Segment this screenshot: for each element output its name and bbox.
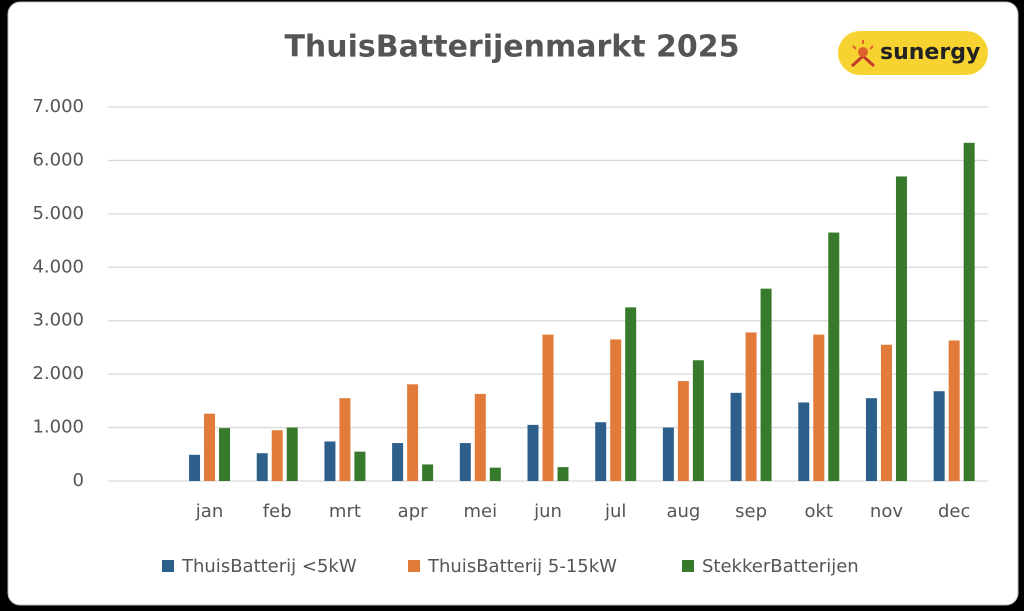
bar — [813, 334, 825, 481]
y-tick-label: 2.000 — [32, 363, 84, 384]
bar — [948, 340, 960, 481]
y-tick-label: 5.000 — [32, 203, 84, 224]
y-tick-label: 0 — [73, 470, 84, 491]
y-tick-label: 1.000 — [32, 417, 84, 438]
logo-icon — [850, 40, 876, 68]
bar — [271, 430, 283, 481]
x-tick-label: mei — [464, 501, 498, 522]
bar — [557, 467, 569, 481]
bar — [933, 391, 945, 481]
x-tick-label: jan — [195, 501, 223, 522]
x-tick-label: mrt — [329, 501, 361, 522]
bar — [880, 344, 892, 481]
bar — [489, 467, 501, 481]
x-tick-label: okt — [805, 501, 834, 522]
bar — [286, 427, 298, 481]
bar — [324, 441, 336, 481]
bar — [730, 392, 742, 481]
bar — [692, 360, 704, 481]
y-tick-label: 3.000 — [32, 310, 84, 331]
legend-label: ThuisBatterij 5-15kW — [427, 556, 617, 577]
bar — [392, 443, 404, 481]
bar — [256, 453, 268, 481]
bar — [677, 381, 689, 481]
bar — [474, 393, 486, 481]
chart-title: ThuisBatterijenmarkt 2025 — [284, 30, 739, 65]
logo-badge — [838, 31, 988, 75]
legend-label: ThuisBatterij <5kW — [181, 556, 357, 577]
bar — [662, 427, 674, 481]
bar — [542, 334, 554, 481]
y-tick-label: 6.000 — [32, 149, 84, 170]
x-tick-label: nov — [870, 501, 903, 522]
bar — [204, 413, 216, 481]
bar — [354, 451, 366, 481]
bar — [610, 339, 622, 481]
x-tick-label: jul — [604, 501, 626, 522]
x-tick-label: feb — [263, 501, 292, 522]
bar — [865, 398, 877, 481]
x-tick-label: apr — [398, 501, 428, 522]
bar — [963, 142, 975, 481]
x-tick-label: aug — [666, 501, 700, 522]
bar — [745, 332, 757, 481]
x-tick-label: jun — [533, 501, 562, 522]
legend-swatch — [162, 560, 174, 572]
y-tick-label: 4.000 — [32, 256, 84, 277]
legend-swatch — [408, 560, 420, 572]
bar — [828, 232, 840, 481]
legend-label: StekkerBatterijen — [702, 556, 859, 577]
bar — [422, 464, 434, 481]
bar — [895, 176, 907, 481]
bar — [798, 402, 810, 481]
bar — [625, 307, 637, 481]
bar — [189, 454, 201, 481]
chart-panel — [7, 1, 1019, 606]
bar — [595, 422, 607, 481]
legend-swatch — [682, 560, 694, 572]
bar — [219, 428, 231, 481]
bar — [527, 424, 539, 481]
x-tick-label: sep — [735, 501, 767, 522]
bar — [459, 443, 471, 481]
bar — [760, 288, 772, 481]
x-tick-label: dec — [938, 501, 970, 522]
bar — [339, 398, 351, 481]
logo-text: sunergy — [880, 40, 980, 65]
bar — [407, 384, 419, 481]
y-tick-label: 7.000 — [32, 96, 84, 117]
